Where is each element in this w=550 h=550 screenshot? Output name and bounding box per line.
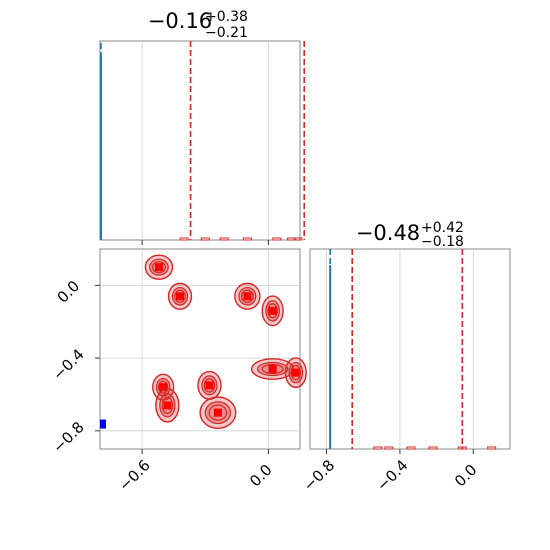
marginal-x-title: −0.16 [148, 9, 212, 33]
joint-xtick-label: −0.6 [115, 456, 153, 494]
cluster-inner-contour [208, 404, 228, 421]
cluster-point [268, 365, 277, 373]
cluster-point [213, 408, 222, 417]
cluster-point [154, 263, 163, 272]
marginal-y-hist-bar [373, 446, 383, 450]
cluster-point [243, 292, 252, 301]
marginal-x-hist-bar [287, 237, 297, 241]
marginal-y-title-sup: +0.42 [421, 220, 464, 236]
marginal-x-hist-bar [179, 237, 189, 241]
marginal-x-hist-bar [242, 237, 252, 241]
joint-xtick-label: 0.0 [246, 461, 276, 491]
marginal-x-title-sup: +0.38 [205, 9, 248, 25]
joint-ytick-label: −0.4 [49, 345, 87, 383]
marginal-x-hist-bar [293, 237, 303, 241]
cluster-point [268, 306, 277, 315]
marginal-y-frame [309, 248, 511, 450]
joint-ytick-label: −0.8 [49, 418, 87, 456]
marginal-x-hist-bar [219, 237, 229, 241]
marginal-y-hist-bar [487, 446, 497, 450]
marginal-y-xtick-label: 0.0 [451, 461, 481, 491]
marginal-y-hist-bar [384, 446, 394, 450]
marginal-y-title-sub: −0.18 [421, 234, 464, 250]
cluster-inner-contour [240, 289, 254, 303]
marginal-y-panel: −0.8 −0.4 0.0 −0.48 +0.42 −0.18 [300, 220, 511, 495]
marginal-y-xtick-label: −0.8 [300, 456, 338, 494]
joint-ytick-label: 0.0 [54, 277, 84, 307]
marginal-x-frame [99, 40, 301, 241]
marginal-y-title: −0.48 [356, 221, 420, 245]
marginal-y-hist-bar [428, 446, 438, 450]
cluster-point [205, 381, 214, 390]
cluster-point [291, 368, 300, 377]
cluster-point [159, 383, 168, 392]
cluster-inner-contour [151, 261, 166, 274]
marginal-y-hist-bar [457, 446, 467, 450]
cluster-inner-contour [203, 378, 216, 393]
marginal-y-xtick-label: −0.4 [373, 456, 411, 494]
marginal-x-hist-bar [200, 237, 210, 241]
marginal-x-hist-bar [272, 237, 282, 241]
cluster-point [163, 401, 172, 410]
cluster-inner-contour [290, 365, 302, 381]
joint-frame [99, 248, 301, 450]
cluster-inner-contour [161, 396, 174, 414]
marginal-y-hist-bar [406, 446, 416, 450]
marginal-x-title-sub: −0.21 [205, 25, 248, 41]
truth-point [100, 419, 106, 429]
marginal-x-panel: −0.16 +0.38 −0.21 [99, 9, 306, 245]
joint-panel: −0.6 0.0 0.0 −0.4 −0.8 [49, 248, 307, 495]
cluster-point [176, 292, 184, 301]
cluster-inner-contour [174, 289, 186, 303]
cluster-inner-contour [157, 380, 169, 394]
cluster-inner-contour [267, 303, 278, 319]
cluster-inner-contour [261, 363, 284, 375]
